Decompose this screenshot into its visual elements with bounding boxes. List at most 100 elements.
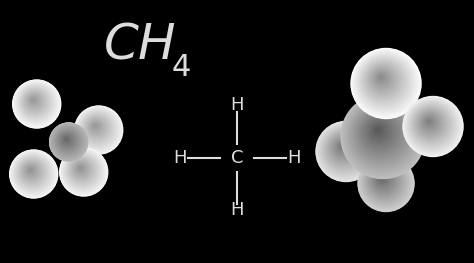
Circle shape xyxy=(23,163,40,180)
Circle shape xyxy=(10,150,57,198)
Circle shape xyxy=(363,160,408,205)
Circle shape xyxy=(55,128,81,154)
Circle shape xyxy=(13,154,53,193)
Circle shape xyxy=(75,106,122,154)
Text: H: H xyxy=(173,149,186,167)
Circle shape xyxy=(375,173,391,187)
Circle shape xyxy=(93,124,98,129)
Circle shape xyxy=(409,102,455,148)
Circle shape xyxy=(17,84,55,123)
Circle shape xyxy=(60,148,108,196)
Circle shape xyxy=(51,124,87,160)
Circle shape xyxy=(72,160,91,179)
Circle shape xyxy=(79,167,82,169)
Circle shape xyxy=(325,130,364,169)
Circle shape xyxy=(427,120,431,124)
Circle shape xyxy=(64,152,102,190)
Circle shape xyxy=(342,96,423,177)
Circle shape xyxy=(79,110,117,148)
Circle shape xyxy=(13,153,53,193)
Circle shape xyxy=(355,108,407,160)
Circle shape xyxy=(64,136,69,142)
Circle shape xyxy=(375,172,391,188)
Circle shape xyxy=(358,111,403,156)
Circle shape xyxy=(15,155,51,191)
Text: H: H xyxy=(230,201,244,219)
Circle shape xyxy=(93,124,98,128)
Circle shape xyxy=(54,127,82,155)
Circle shape xyxy=(63,136,71,144)
Circle shape xyxy=(81,112,114,145)
Circle shape xyxy=(51,124,87,160)
Circle shape xyxy=(29,96,38,105)
Circle shape xyxy=(366,63,400,97)
Circle shape xyxy=(354,51,418,115)
Circle shape xyxy=(59,133,75,148)
Circle shape xyxy=(15,155,51,191)
Circle shape xyxy=(12,152,55,195)
Circle shape xyxy=(32,99,35,102)
Circle shape xyxy=(50,123,87,161)
Circle shape xyxy=(406,99,460,153)
Circle shape xyxy=(73,160,90,178)
Circle shape xyxy=(416,109,446,139)
Circle shape xyxy=(418,111,443,136)
Circle shape xyxy=(365,118,393,146)
Circle shape xyxy=(364,60,404,101)
Circle shape xyxy=(29,95,39,106)
Circle shape xyxy=(57,130,78,151)
Circle shape xyxy=(420,113,439,132)
Circle shape xyxy=(323,129,366,171)
Circle shape xyxy=(60,149,107,195)
Circle shape xyxy=(346,100,418,171)
Circle shape xyxy=(67,155,98,186)
Circle shape xyxy=(353,106,410,163)
Circle shape xyxy=(80,111,115,146)
Circle shape xyxy=(423,115,437,129)
Circle shape xyxy=(30,97,37,104)
Circle shape xyxy=(18,159,46,186)
Circle shape xyxy=(24,90,46,113)
Circle shape xyxy=(70,158,93,181)
Circle shape xyxy=(406,99,459,152)
Circle shape xyxy=(359,156,413,210)
Circle shape xyxy=(20,160,44,184)
Circle shape xyxy=(340,145,343,148)
Circle shape xyxy=(54,127,82,156)
Circle shape xyxy=(419,113,441,134)
Text: H: H xyxy=(288,149,301,167)
Circle shape xyxy=(370,167,398,195)
Circle shape xyxy=(14,154,52,192)
Circle shape xyxy=(410,104,453,146)
Circle shape xyxy=(90,120,103,134)
Circle shape xyxy=(63,136,71,144)
Circle shape xyxy=(58,131,77,150)
Circle shape xyxy=(80,167,81,169)
Circle shape xyxy=(339,144,345,149)
Circle shape xyxy=(89,120,103,134)
Circle shape xyxy=(82,113,113,144)
Circle shape xyxy=(58,131,77,150)
Circle shape xyxy=(380,77,382,79)
Circle shape xyxy=(73,161,89,177)
Circle shape xyxy=(62,135,72,144)
Circle shape xyxy=(64,137,70,143)
Circle shape xyxy=(380,77,382,78)
Circle shape xyxy=(56,129,79,153)
Circle shape xyxy=(24,91,45,112)
Circle shape xyxy=(92,123,99,130)
Circle shape xyxy=(25,92,45,112)
Circle shape xyxy=(409,102,456,149)
Circle shape xyxy=(372,68,393,90)
Circle shape xyxy=(71,159,92,180)
Circle shape xyxy=(66,155,99,187)
Circle shape xyxy=(410,103,455,148)
Circle shape xyxy=(337,142,348,153)
Circle shape xyxy=(371,123,386,139)
Circle shape xyxy=(10,151,57,197)
Circle shape xyxy=(359,57,410,107)
Circle shape xyxy=(60,133,74,148)
Circle shape xyxy=(375,128,381,133)
Circle shape xyxy=(64,137,68,140)
Circle shape xyxy=(414,107,449,142)
